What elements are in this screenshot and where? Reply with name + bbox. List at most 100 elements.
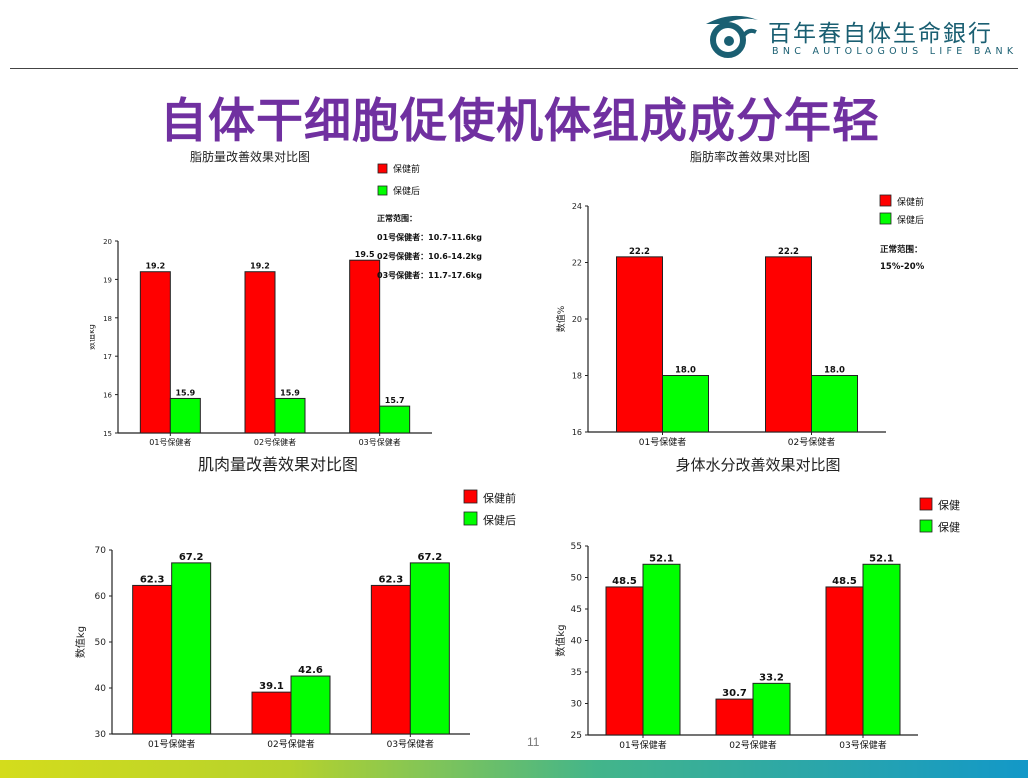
bar-after [169,397,201,434]
y-tick-label: 30 [95,730,107,740]
x-tick-label: 01号保健者 [148,738,195,750]
bar-before [715,698,754,736]
y-tick-label: 50 [95,638,107,648]
y-tick-label: 16 [572,428,582,437]
y-tick-label: 35 [571,668,582,678]
legend-label: 保健后 [897,214,924,226]
muscle-mass-chart: 肌肉量改善效果对比图 30 40 50 60 70 数值kg 62.3 67.2 01号保健者 39… [74,455,516,750]
y-tick-label: 24 [572,202,582,211]
legend-label: 保健前 [483,491,516,505]
data-label: 52.1 [649,553,674,564]
data-label: 19.5 [355,250,375,259]
data-label: 18.0 [824,366,845,376]
x-tick-label: 03号保健者 [359,437,401,447]
data-label: 30.7 [722,688,747,699]
y-tick-label: 18 [572,372,582,381]
y-axis-label: 数值kg [74,626,87,658]
legend-swatch-after [463,511,478,526]
y-tick-label: 60 [95,592,107,602]
header-divider [10,68,1018,69]
bar-after [752,682,791,736]
chart-title: 肌肉量改善效果对比图 [198,455,358,474]
bar-after [862,563,901,736]
data-label: 15.9 [175,388,195,397]
range-note: 正常范围： [880,244,923,255]
logo-english-name: BNC AUTOLOGOUS LIFE BANK [772,46,1018,57]
legend-swatch-after [879,212,892,225]
x-tick-label: 03号保健者 [387,738,434,750]
data-label: 15.7 [385,396,405,405]
data-label: 67.2 [417,552,442,563]
data-label: 15.9 [280,388,300,397]
bar-after [274,397,306,434]
legend-swatch-before [463,489,478,504]
y-tick-label: 19 [103,276,112,284]
bar-after [409,562,450,735]
bar-after [290,675,331,735]
data-label: 18.0 [675,366,696,376]
legend-label: 保健 [938,520,960,534]
legend-label: 保健 [938,498,960,512]
y-tick-label: 20 [103,238,112,246]
bar-before [825,586,864,736]
range-note: 15%-20% [880,262,925,272]
data-label: 62.3 [140,574,165,585]
legend-swatch-before [377,163,388,174]
legend-swatch-before [879,194,892,207]
brand-logo: 百年春自体生命銀行 BNC AUTOLOGOUS LIFE BANK [702,10,1022,62]
y-tick-label: 30 [571,700,583,710]
bar-before [349,259,381,434]
y-tick-label: 17 [103,353,112,361]
bar-after [662,375,709,433]
y-tick-label: 15 [103,430,112,438]
bar-after [379,405,411,434]
data-label: 33.2 [759,672,784,683]
bar-before [139,271,171,434]
footer-gradient-bar [0,760,1028,778]
y-tick-label: 16 [103,392,112,400]
data-label: 19.2 [145,262,165,271]
data-label: 19.2 [250,262,270,271]
bar-after [171,562,212,735]
data-label: 62.3 [378,574,403,585]
body-water-chart: 身体水分改善效果对比图 25 30 35 40 45 50 55 数值kg 48.5 52.1 01号… [554,456,960,751]
legend-label: 保健后 [393,185,420,197]
legend-swatch-after [377,185,388,196]
data-label: 22.2 [778,247,799,257]
chart-title: 脂肪量改善效果对比图 [190,149,310,164]
bar-before [765,256,812,433]
y-tick-label: 22 [572,259,582,268]
bar-before [616,256,663,433]
range-note: 01号保健者：10.7-11.6kg [377,232,482,242]
y-tick-label: 25 [571,731,582,741]
y-axis-label: 数值kg [554,624,567,656]
y-tick-label: 55 [571,542,582,552]
bar-before [605,586,644,736]
logo-chinese-name: 百年春自体生命銀行 [768,21,993,47]
legend-label: 保健后 [483,513,516,527]
legend-label: 保健前 [393,163,420,175]
x-tick-label: 03号保健者 [839,739,886,751]
legend-swatch-after [919,519,933,533]
swirl-logo-icon [706,15,758,58]
y-tick-label: 70 [95,546,107,556]
range-note: 03号保健者：11.7-17.6kg [377,270,482,280]
chart-title: 身体水分改善效果对比图 [675,456,840,474]
x-tick-label: 01号保健者 [149,437,191,447]
x-tick-label: 02号保健者 [267,738,314,750]
y-tick-label: 40 [571,637,583,647]
x-tick-label: 02号保健者 [254,437,296,447]
y-tick-label: 20 [572,315,582,324]
data-label: 42.6 [298,665,323,676]
y-tick-label: 40 [95,684,107,694]
data-label: 39.1 [259,681,284,692]
page-number: 11 [527,735,540,749]
y-axis-label: 数值kg [90,324,96,350]
data-label: 22.2 [629,247,650,257]
bar-after [642,563,681,736]
y-tick-label: 18 [103,315,112,323]
x-tick-label: 01号保健者 [619,739,666,751]
y-tick-label: 50 [571,574,583,584]
y-axis-label: 数值% [555,305,567,332]
fat-rate-chart: 脂肪率改善效果对比图 16 18 20 22 24 数值% 22.2 18.0 01号保健者 22.… [555,149,925,448]
